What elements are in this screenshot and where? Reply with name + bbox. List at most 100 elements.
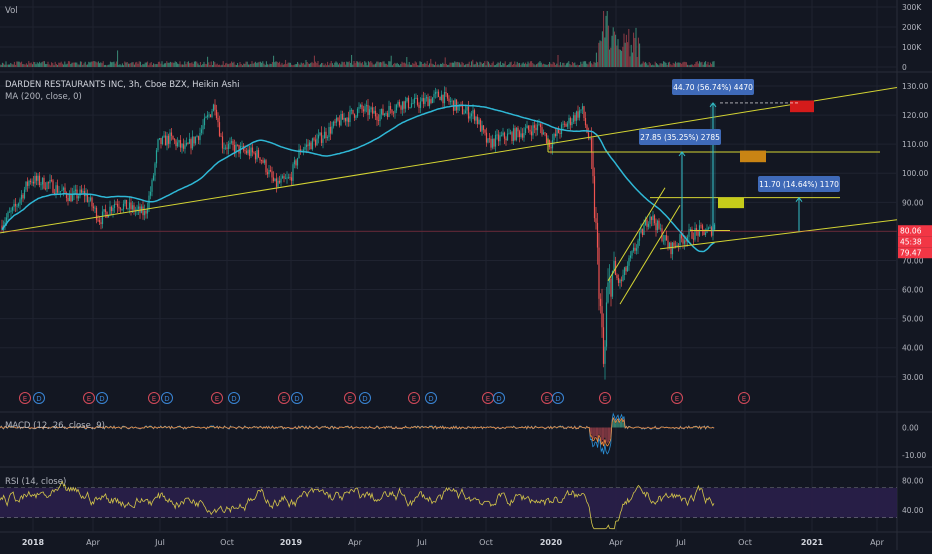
candle-body [259,157,261,161]
candle-body [581,106,584,110]
candle-body [656,220,659,231]
candle-body [544,132,546,134]
earnings-marker [671,392,683,404]
candle-body [1,225,3,230]
candles-group [1,86,716,380]
candle-body [391,109,393,113]
candle-body [10,210,12,212]
candle-body [61,190,63,192]
candle-body [604,346,606,364]
candle-body [151,180,153,192]
candle-body [53,192,56,194]
candle-body [520,133,522,138]
dividend-marker-label: D [496,395,501,403]
candle-body [340,113,342,126]
candle-body [110,206,113,212]
candle-body [607,282,609,303]
x-tick-label: Jul [154,538,165,547]
candle-body [287,177,290,179]
candle-body [109,206,111,215]
dividend-marker [493,392,505,404]
candle-body [589,137,591,139]
earnings-marker-label: E [412,395,416,403]
volume-tick-label: 0 [902,63,907,72]
candle-body [67,198,69,202]
candle-body [191,136,194,149]
candle-body [577,111,579,118]
candle-body [265,160,267,173]
candle-body [43,177,45,189]
candle-body [229,142,231,144]
dividend-marker [161,392,173,404]
candle-body [14,203,17,207]
candle-body [13,203,15,208]
candle-body [241,145,243,147]
candle-body [365,105,368,107]
candle-body [532,125,534,136]
candle-body [196,136,198,138]
candle-body [212,104,215,112]
candle-body [394,110,396,114]
candle-body [683,240,686,244]
candle-body [551,139,554,149]
candle-body [440,94,443,101]
candle-body [251,147,254,153]
candle-body [362,109,365,112]
candle-body [38,175,41,186]
candle-body [71,193,74,202]
candle-body [124,199,126,204]
candle-body [268,169,270,175]
candle-body [685,240,687,242]
candle-body [185,143,188,146]
candle-body [713,224,716,230]
candle-body [113,203,116,208]
candle-body [328,127,330,138]
candle-body [364,106,366,112]
price-label-text: 80.06 [900,227,922,236]
candle-body [112,207,114,212]
candle-body [496,134,498,136]
candle-body [125,199,128,210]
candle-body [662,240,665,242]
price-tick-label: 90.00 [902,198,924,207]
trendline-rising-support [659,219,898,250]
candle-body [115,203,117,205]
candle-body [82,191,84,193]
measure-annotation-text: 44.70 (56.74%) 4470 [673,83,753,92]
earnings-marker [278,392,290,404]
candle-body [62,187,65,191]
candle-body [623,267,626,275]
candle-body [197,136,200,141]
candle-body [202,125,204,130]
candle-body [263,160,266,163]
candle-body [658,220,660,229]
candle-body [349,110,351,123]
candle-body [274,178,276,181]
candle-body [50,179,53,181]
candle-body [184,145,186,149]
candle-body [631,250,633,256]
candle-body [583,106,585,118]
price-tick-label: 30.00 [902,373,924,382]
candle-body [277,180,279,187]
candle-body [370,107,372,110]
measure-annotation-box [758,176,840,192]
candle-body [8,211,11,213]
candle-body [350,109,353,111]
candle-body [295,160,297,166]
candle-body [289,177,291,179]
candle-body [652,215,654,221]
candle-body [325,131,327,139]
earnings-marker-label: E [486,395,490,403]
candle-body [236,144,239,146]
candle-body [634,247,636,251]
target-box-yellow [718,197,744,209]
candle-body [481,125,483,132]
candle-body [25,181,27,190]
candle-body [536,124,539,131]
price-tick-label: 50.00 [902,315,924,324]
candle-body [359,104,362,108]
x-tick-label: Apr [870,538,885,547]
candle-body [26,181,29,186]
volume-tick-label: 100K [902,43,922,52]
